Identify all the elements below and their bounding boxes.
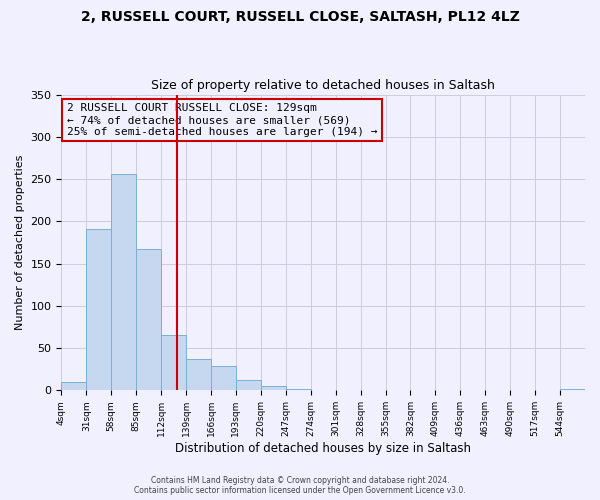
Bar	[161, 336, 186, 390]
Text: 2, RUSSELL COURT, RUSSELL CLOSE, SALTASH, PL12 4LZ: 2, RUSSELL COURT, RUSSELL CLOSE, SALTASH…	[80, 10, 520, 24]
Bar	[86, 229, 111, 390]
Bar	[286, 388, 311, 390]
Bar	[136, 249, 161, 390]
Text: 2 RUSSELL COURT RUSSELL CLOSE: 129sqm
← 74% of detached houses are smaller (569): 2 RUSSELL COURT RUSSELL CLOSE: 129sqm ← …	[67, 104, 377, 136]
Text: Contains HM Land Registry data © Crown copyright and database right 2024.
Contai: Contains HM Land Registry data © Crown c…	[134, 476, 466, 495]
Bar	[186, 359, 211, 390]
X-axis label: Distribution of detached houses by size in Saltash: Distribution of detached houses by size …	[175, 442, 471, 455]
Y-axis label: Number of detached properties: Number of detached properties	[15, 155, 25, 330]
Bar	[236, 380, 261, 390]
Title: Size of property relative to detached houses in Saltash: Size of property relative to detached ho…	[151, 79, 495, 92]
Bar	[111, 174, 136, 390]
Bar	[261, 386, 286, 390]
Bar	[211, 366, 236, 390]
Bar	[61, 382, 86, 390]
Bar	[560, 388, 585, 390]
